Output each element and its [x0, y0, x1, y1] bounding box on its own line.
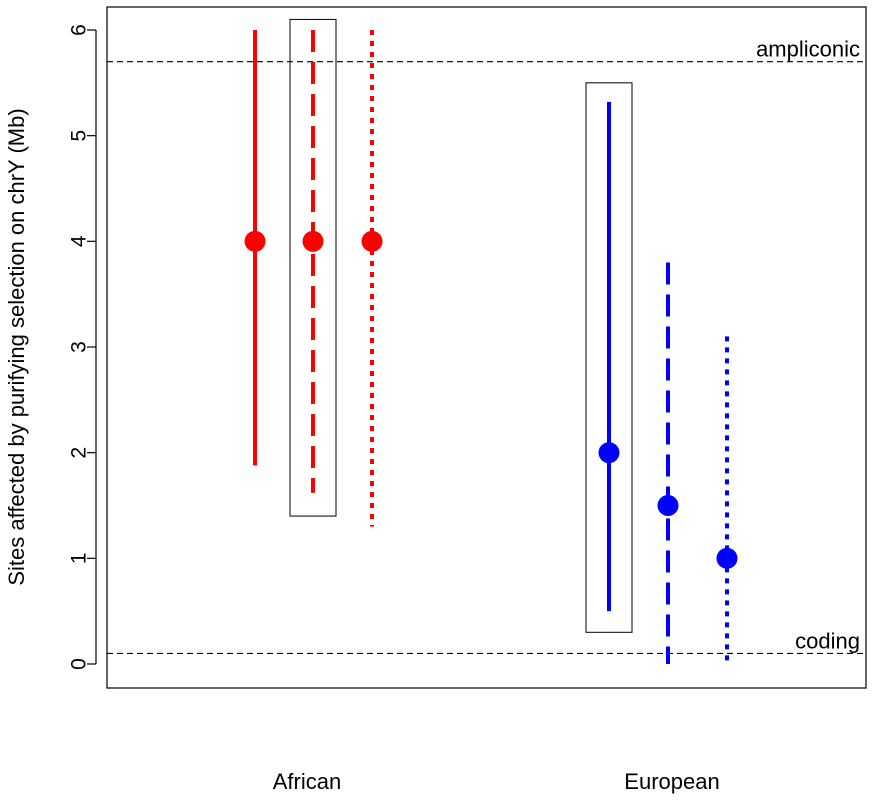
- highlight-box: [289, 18, 337, 517]
- highlight-boxes: [289, 18, 633, 633]
- reference-line-label: ampliconic: [756, 37, 860, 62]
- y-axis: 0 1 2 3 4 5 6: [67, 24, 97, 670]
- highlight-box: [585, 82, 633, 633]
- plot-frame: [106, 6, 867, 689]
- reference-lines: ampliconic coding: [107, 37, 866, 655]
- point-european-dotted: [716, 547, 738, 569]
- y-tick-label: 6: [67, 24, 90, 36]
- y-axis-title: Sites affected by purifying selection on…: [4, 108, 29, 585]
- point-estimates: [244, 230, 738, 569]
- point-african-dashed: [302, 230, 324, 252]
- y-tick-label: 5: [67, 130, 90, 142]
- point-african-solid: [244, 230, 266, 252]
- y-tick-label: 2: [67, 447, 90, 459]
- y-tick-label: 0: [67, 658, 90, 670]
- point-african-dotted: [361, 230, 383, 252]
- group-label-european: European: [624, 769, 719, 794]
- group-labels: African European: [273, 769, 720, 794]
- point-european-dashed: [657, 495, 679, 516]
- error-bars: [253, 30, 729, 664]
- y-tick-label: 4: [67, 235, 90, 247]
- group-label-african: African: [273, 769, 341, 794]
- point-european-solid: [598, 442, 620, 464]
- y-tick-label: 1: [67, 552, 90, 564]
- y-tick-label: 3: [67, 341, 90, 353]
- reference-line-label: coding: [795, 628, 860, 653]
